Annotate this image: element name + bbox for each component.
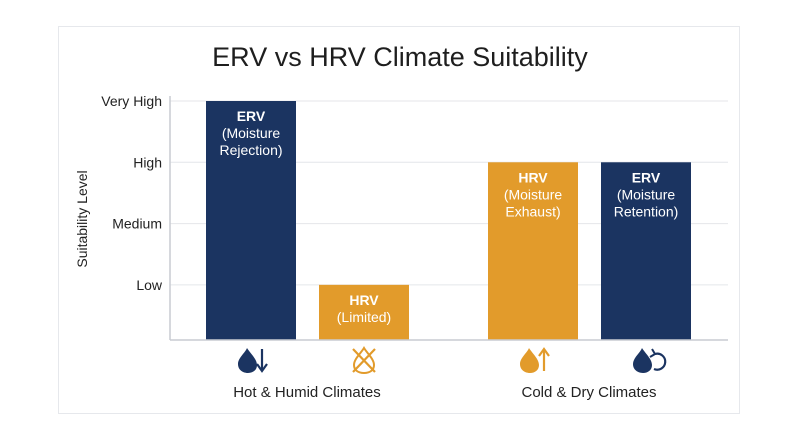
bar-label-detail: (Moisture [504,186,563,202]
bar-erv [601,162,691,340]
y-tick-label: High [133,154,162,170]
axes [169,96,728,341]
bar-label-detail: (Limited) [337,309,391,325]
y-tick-label: Very High [101,93,162,109]
group-labels: Hot & Humid Climates Cold & Dry Climates [233,384,656,401]
y-tick-label: Low [136,277,163,293]
group-label: Cold & Dry Climates [521,384,656,401]
bar-label-detail: (Moisture [617,186,676,202]
bar-label-name: HRV [349,292,379,308]
bar-label-detail: Exhaust) [505,203,560,219]
bar-label-name: ERV [237,108,266,124]
bar-label-detail: Rejection) [219,142,282,158]
water-drop-up-arrow-icon [520,347,550,373]
y-tick-label: Medium [112,216,162,232]
chart-title: ERV vs HRV Climate Suitability [212,42,588,72]
bar-hrv [319,284,409,340]
group-label: Hot & Humid Climates [233,384,381,401]
bar-erv [206,101,296,340]
bar-label-detail: Retention) [614,203,679,219]
bar-icons [238,346,667,375]
bar-hrv [488,162,578,340]
water-drop-recycle-icon [633,348,667,373]
y-tick-labels: Low Medium High Very High [101,93,163,293]
bars: ERV(MoistureRejection)HRV(Limited)HRV(Mo… [206,101,691,340]
water-drop-crossed-out-icon [352,346,376,375]
bar-label-detail: (Moisture [222,125,281,141]
water-drop-down-arrow-icon [238,348,268,373]
y-axis-label: Suitability Level [74,170,90,267]
bar-label-name: ERV [632,169,661,185]
bar-label-name: HRV [518,169,548,185]
